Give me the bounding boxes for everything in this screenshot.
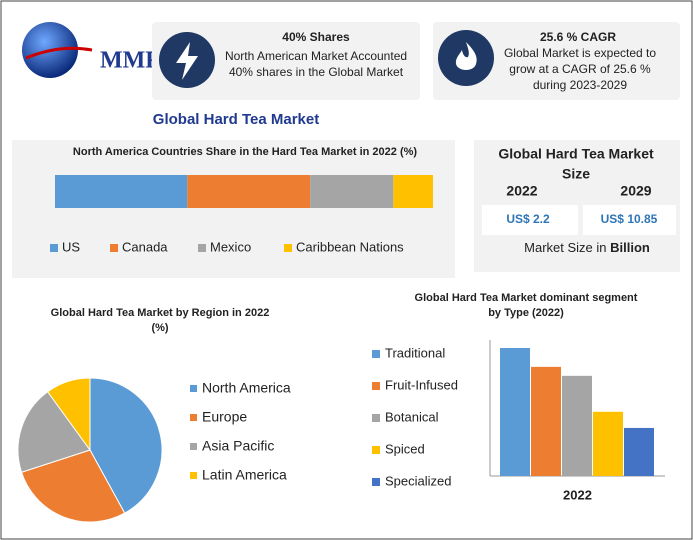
legend-label: North America <box>202 380 291 396</box>
note-text: Market Size in <box>524 240 610 255</box>
panel <box>12 140 455 278</box>
pie-slice <box>20 449 126 523</box>
value-box <box>583 205 676 235</box>
card-title: 25.6 % CAGR <box>540 30 616 44</box>
legend-label: Fruit-Infused <box>385 377 458 392</box>
pie-slice <box>46 377 91 452</box>
legend-label: Traditional <box>385 345 445 360</box>
bar-segment <box>55 175 188 208</box>
legend-swatch <box>372 446 380 454</box>
card-text: grow at a CAGR of 25.6 % <box>509 62 651 76</box>
bar <box>531 366 561 476</box>
legend-label: Specialized <box>385 473 452 488</box>
card <box>152 22 420 100</box>
card-text: Global Market is expected to <box>504 46 656 60</box>
chart-title: Global Hard Tea Market by Region in 2022 <box>51 307 270 319</box>
bar-segment <box>393 175 433 208</box>
legend-label: Botanical <box>385 409 439 424</box>
year: 2029 <box>620 183 651 199</box>
logo-swoosh <box>25 46 93 60</box>
legend-swatch <box>190 414 197 421</box>
legend-swatch <box>50 244 58 252</box>
size-note: Market Size in Billion <box>524 240 650 255</box>
bar <box>593 411 623 476</box>
legend-label: Europe <box>202 409 247 425</box>
flame-icon <box>455 42 477 70</box>
legend-label: Canada <box>122 239 168 254</box>
legend-label: Asia Pacific <box>202 438 274 454</box>
legend-swatch <box>372 414 380 422</box>
card-text: North American Market Accounted <box>225 49 407 63</box>
legend-swatch <box>372 478 380 486</box>
bar <box>562 375 592 476</box>
card-title: 40% Shares <box>282 30 350 44</box>
page-title: Global Hard Tea Market <box>153 111 319 128</box>
size-value: US$ 10.85 <box>601 212 658 226</box>
year: 2022 <box>506 183 537 199</box>
chart-title: (%) <box>151 322 168 334</box>
x-tick-label: 2022 <box>563 487 592 502</box>
legend-swatch <box>372 350 380 358</box>
size-title: Size <box>562 166 590 182</box>
legend-label: Caribbean Nations <box>296 239 404 254</box>
chart-title: by Type (2022) <box>488 307 564 319</box>
size-value: US$ 2.2 <box>506 212 550 226</box>
legend-swatch <box>190 443 197 450</box>
legend-swatch <box>110 244 118 252</box>
card <box>433 22 680 100</box>
card-text: 40% shares in the Global Market <box>229 65 404 79</box>
chart-title: North America Countries Share in the Har… <box>73 146 417 158</box>
legend-swatch <box>372 382 380 390</box>
bolt-icon <box>176 42 198 80</box>
legend-label: US <box>62 239 80 254</box>
legend-swatch <box>190 385 197 392</box>
legend-label: Latin America <box>202 467 287 483</box>
size-title: Global Hard Tea Market <box>498 146 654 162</box>
legend-swatch <box>284 244 292 252</box>
chart-title: Global Hard Tea Market dominant segment <box>415 292 638 304</box>
pie-slice <box>17 391 91 473</box>
card-text: during 2023-2029 <box>533 78 627 92</box>
pie-slice <box>89 377 163 514</box>
legend-swatch <box>198 244 206 252</box>
bar <box>500 348 530 476</box>
legend-label: Mexico <box>210 239 251 254</box>
bar-segment <box>187 175 311 208</box>
value-box <box>482 205 578 235</box>
bar-segment <box>310 175 394 208</box>
note-unit: Billion <box>610 240 650 255</box>
legend-label: Spiced <box>385 441 425 456</box>
bar <box>624 427 654 476</box>
legend-swatch <box>190 472 197 479</box>
